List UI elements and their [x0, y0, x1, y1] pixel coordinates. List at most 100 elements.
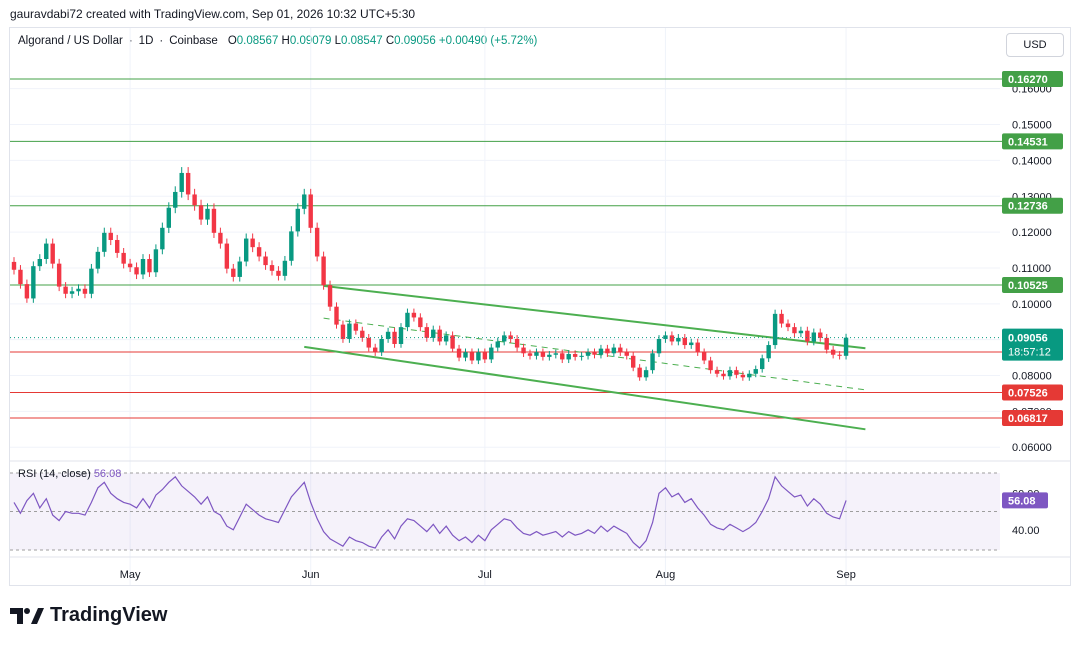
candle-body[interactable] [95, 251, 101, 269]
candle-body[interactable] [121, 252, 126, 264]
candle-body[interactable] [211, 208, 217, 233]
candle-body[interactable] [63, 286, 68, 294]
candle-body[interactable] [69, 291, 75, 294]
candle-body[interactable] [179, 172, 184, 192]
candle-body[interactable] [798, 330, 804, 334]
candle-body[interactable] [347, 323, 352, 339]
candle-body[interactable] [521, 347, 526, 354]
candle-body[interactable] [334, 306, 339, 325]
symbol-interval[interactable]: 1D [138, 35, 154, 47]
candle-body[interactable] [701, 352, 707, 361]
candle-body[interactable] [321, 256, 326, 286]
candle-body[interactable] [224, 243, 230, 269]
candle-body[interactable] [166, 207, 171, 228]
candle-body[interactable] [256, 247, 262, 257]
candle-body[interactable] [140, 259, 146, 275]
tradingview-logo[interactable]: TradingView [10, 604, 167, 627]
candle-body[interactable] [108, 232, 113, 240]
candle-body[interactable] [24, 284, 30, 299]
price-level-tag[interactable] [1002, 409, 1063, 426]
candle-body[interactable] [676, 337, 681, 342]
candle-body[interactable] [456, 348, 462, 358]
candle-body[interactable] [669, 335, 675, 342]
price-level-tag[interactable] [1002, 276, 1063, 293]
candle-body[interactable] [89, 268, 94, 294]
price-chart[interactable]: 0.160000.150000.140000.130000.120000.110… [0, 0, 1080, 600]
candle-body[interactable] [308, 194, 313, 228]
candle-body[interactable] [11, 261, 17, 270]
candle-body[interactable] [31, 266, 36, 299]
candle-body[interactable] [276, 270, 281, 276]
candle-body[interactable] [727, 370, 733, 377]
candle-body[interactable] [443, 335, 449, 342]
candle-body[interactable] [192, 194, 197, 206]
candle-body[interactable] [250, 238, 255, 248]
candle-body[interactable] [489, 347, 494, 360]
channel-lower-line[interactable] [304, 345, 866, 431]
candle-body[interactable] [18, 269, 23, 285]
candle-body[interactable] [56, 263, 62, 287]
candle-body[interactable] [695, 342, 700, 353]
rsi-value-tag[interactable] [1002, 492, 1048, 509]
candle-body[interactable] [379, 338, 384, 353]
candle-body[interactable] [643, 370, 649, 378]
candle-body[interactable] [547, 354, 552, 357]
candle-body[interactable] [611, 347, 617, 354]
candle-body[interactable] [289, 231, 294, 261]
candle-body[interactable] [185, 172, 191, 195]
candle-body[interactable] [779, 313, 784, 324]
candle-body[interactable] [637, 367, 642, 378]
candle-body[interactable] [534, 352, 539, 356]
candle-body[interactable] [340, 324, 346, 339]
candle-body[interactable] [792, 327, 797, 334]
candle-body[interactable] [740, 374, 746, 378]
candle-body[interactable] [385, 331, 391, 339]
candle-body[interactable] [295, 208, 300, 232]
candle-body[interactable] [147, 259, 152, 273]
candle-body[interactable] [327, 285, 333, 307]
candle-body[interactable] [624, 352, 629, 356]
candle-body[interactable] [689, 342, 694, 346]
price-level-tag[interactable] [1002, 71, 1063, 88]
candle-body[interactable] [553, 353, 558, 355]
candle-body[interactable] [772, 313, 778, 346]
candle-body[interactable] [398, 327, 404, 344]
candle-body[interactable] [205, 208, 210, 220]
candle-body[interactable] [527, 353, 533, 356]
candle-body[interactable] [566, 354, 571, 360]
candle-body[interactable] [237, 261, 242, 277]
candle-body[interactable] [837, 354, 842, 356]
candle-body[interactable] [631, 355, 636, 368]
candle-body[interactable] [411, 312, 417, 318]
candle-body[interactable] [302, 194, 307, 209]
currency-button[interactable]: USD [1006, 33, 1064, 57]
candle-body[interactable] [682, 337, 687, 346]
candle-body[interactable] [366, 337, 371, 348]
candle-body[interactable] [502, 335, 507, 342]
candle-body[interactable] [579, 355, 584, 357]
last-price-tag[interactable] [1002, 328, 1063, 361]
candle-body[interactable] [650, 353, 655, 371]
candle-body[interactable] [463, 352, 468, 358]
candle-body[interactable] [785, 323, 791, 328]
candle-body[interactable] [843, 337, 849, 356]
rsi-legend[interactable]: RSI (14, close) 56.08 [18, 468, 121, 480]
candle-body[interactable] [37, 259, 42, 267]
symbol-name[interactable]: Algorand / US Dollar [18, 35, 123, 47]
candle-body[interactable] [102, 232, 107, 252]
candle-body[interactable] [263, 256, 268, 266]
candle-body[interactable] [405, 312, 410, 328]
candle-body[interactable] [418, 317, 423, 328]
candle-body[interactable] [753, 369, 758, 374]
candle-body[interactable] [127, 263, 133, 268]
candle-body[interactable] [598, 348, 604, 355]
candle-body[interactable] [618, 347, 623, 353]
candle-body[interactable] [282, 260, 288, 276]
candle-body[interactable] [134, 267, 139, 275]
candle-body[interactable] [198, 205, 204, 220]
candle-body[interactable] [508, 335, 513, 339]
candle-body[interactable] [469, 352, 475, 361]
candle-body[interactable] [244, 238, 249, 262]
candle-body[interactable] [830, 349, 836, 355]
rsi-line[interactable] [13, 475, 847, 549]
